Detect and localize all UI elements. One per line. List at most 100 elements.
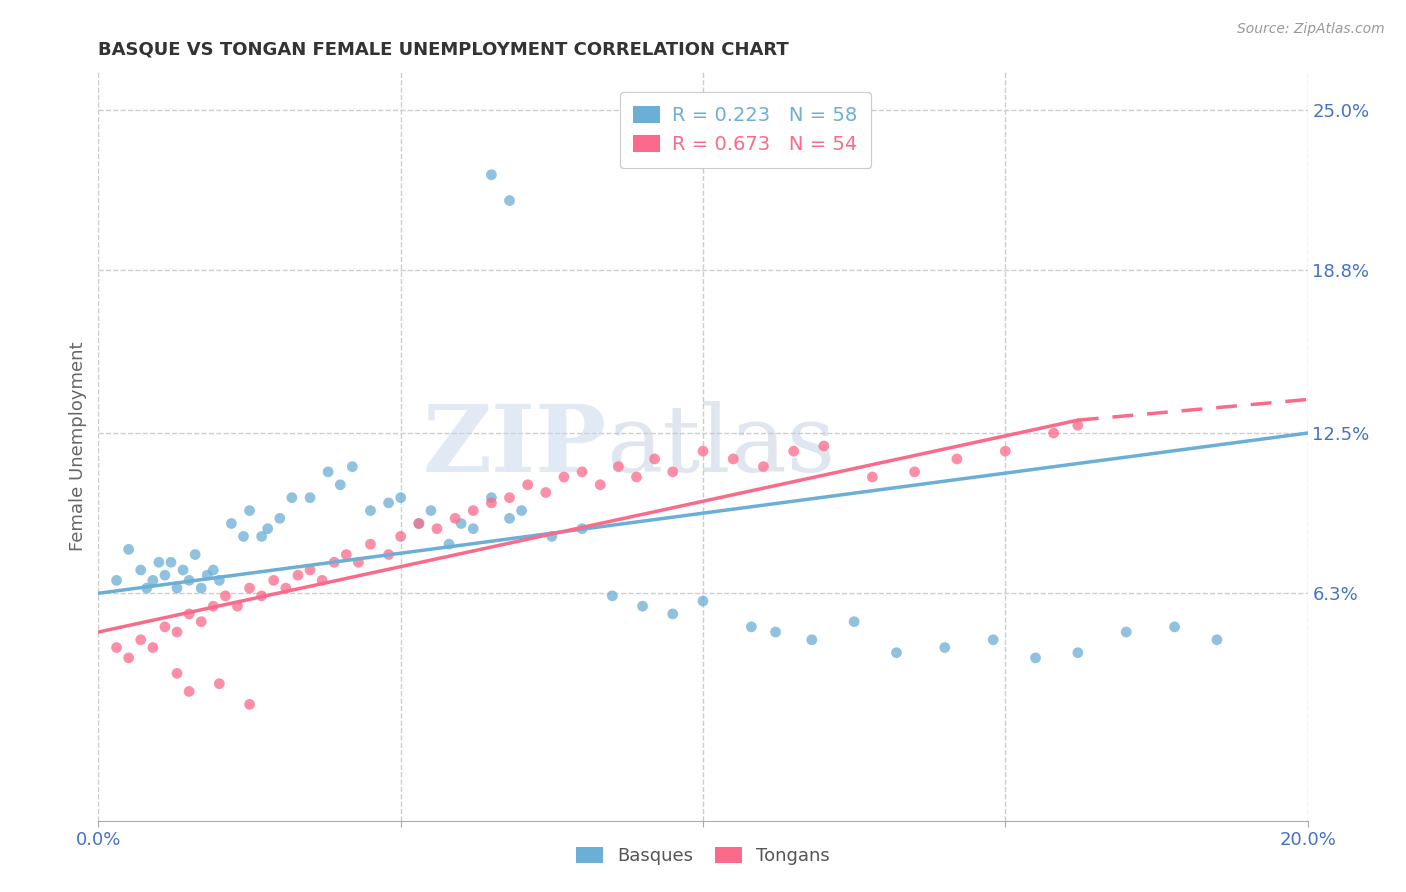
Point	[208, 574, 231, 588]
Point	[886, 646, 908, 660]
Point	[389, 491, 412, 505]
Point	[172, 563, 194, 577]
Point	[360, 537, 382, 551]
Point	[946, 451, 969, 466]
Y-axis label: Female Unemployment: Female Unemployment	[69, 342, 87, 550]
Point	[420, 503, 443, 517]
Point	[631, 599, 654, 614]
Point	[250, 589, 273, 603]
Point	[800, 632, 823, 647]
Text: BASQUE VS TONGAN FEMALE UNEMPLOYMENT CORRELATION CHART: BASQUE VS TONGAN FEMALE UNEMPLOYMENT COR…	[98, 41, 789, 59]
Point	[239, 581, 262, 595]
Point	[444, 511, 467, 525]
Point	[934, 640, 956, 655]
Point	[335, 548, 357, 562]
Point	[437, 537, 460, 551]
Point	[342, 459, 364, 474]
Point	[256, 522, 278, 536]
Point	[208, 676, 231, 690]
Point	[389, 529, 412, 543]
Point	[129, 563, 152, 577]
Legend: Basques, Tongans: Basques, Tongans	[567, 838, 839, 874]
Text: atlas: atlas	[606, 401, 835, 491]
Point	[226, 599, 249, 614]
Point	[571, 522, 593, 536]
Point	[179, 574, 201, 588]
Point	[752, 459, 775, 474]
Point	[347, 555, 370, 569]
Point	[408, 516, 430, 531]
Text: Source: ZipAtlas.com: Source: ZipAtlas.com	[1237, 22, 1385, 37]
Point	[214, 589, 236, 603]
Point	[239, 698, 262, 712]
Point	[142, 574, 165, 588]
Point	[450, 516, 472, 531]
Point	[281, 491, 304, 505]
Point	[148, 555, 170, 569]
Point	[463, 503, 485, 517]
Point	[195, 568, 218, 582]
Point	[166, 581, 188, 595]
Point	[153, 620, 176, 634]
Point	[644, 451, 666, 466]
Point	[142, 640, 165, 655]
Point	[589, 477, 612, 491]
Point	[481, 496, 503, 510]
Point	[202, 599, 225, 614]
Point	[692, 444, 714, 458]
Point	[1067, 646, 1090, 660]
Point	[184, 548, 207, 562]
Point	[844, 615, 866, 629]
Point	[1206, 632, 1229, 647]
Point	[723, 451, 745, 466]
Point	[553, 470, 575, 484]
Point	[481, 168, 503, 182]
Point	[190, 581, 212, 595]
Point	[153, 568, 176, 582]
Point	[426, 522, 449, 536]
Point	[498, 491, 520, 505]
Point	[607, 459, 630, 474]
Point	[274, 581, 297, 595]
Point	[626, 470, 648, 484]
Point	[813, 439, 835, 453]
Point	[299, 563, 322, 577]
Point	[981, 632, 1004, 647]
Point	[534, 485, 557, 500]
Point	[1042, 426, 1064, 441]
Point	[1163, 620, 1185, 634]
Point	[740, 620, 762, 634]
Point	[263, 574, 285, 588]
Legend: R = 0.223   N = 58, R = 0.673   N = 54: R = 0.223 N = 58, R = 0.673 N = 54	[620, 92, 870, 168]
Point	[516, 477, 538, 491]
Point	[166, 625, 188, 640]
Point	[692, 594, 714, 608]
Point	[299, 491, 322, 505]
Point	[179, 684, 201, 698]
Point	[316, 465, 339, 479]
Point	[571, 465, 593, 479]
Point	[105, 640, 128, 655]
Point	[329, 477, 352, 491]
Point	[1024, 651, 1046, 665]
Point	[994, 444, 1017, 458]
Point	[481, 491, 503, 505]
Point	[510, 503, 533, 517]
Point	[1115, 625, 1137, 640]
Point	[232, 529, 254, 543]
Point	[166, 666, 188, 681]
Point	[904, 465, 927, 479]
Point	[661, 607, 683, 621]
Point	[498, 511, 520, 525]
Point	[118, 542, 141, 557]
Point	[202, 563, 225, 577]
Point	[190, 615, 212, 629]
Point	[129, 632, 152, 647]
Point	[498, 194, 520, 208]
Point	[239, 503, 262, 517]
Text: ZIP: ZIP	[422, 401, 606, 491]
Point	[540, 529, 562, 543]
Point	[408, 516, 430, 531]
Point	[783, 444, 806, 458]
Point	[160, 555, 183, 569]
